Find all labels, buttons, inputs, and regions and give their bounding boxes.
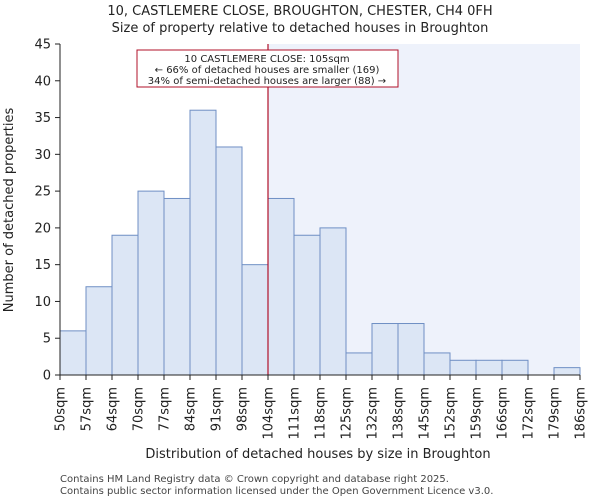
x-tick-label-145sqm: 145sqm (418, 387, 433, 440)
x-tick-label-50sqm: 50sqm (54, 387, 69, 431)
chart-title: 10, CASTLEMERE CLOSE, BROUGHTON, CHESTER… (107, 4, 492, 19)
bar-152sqm (449, 359, 477, 376)
x-tick-label-186sqm: 186sqm (574, 387, 589, 440)
x-axis-label: Distribution of detached houses by size … (145, 447, 490, 462)
bar-166sqm (501, 359, 529, 376)
x-tick-label-159sqm: 159sqm (470, 387, 485, 440)
x-tick-label-172sqm: 172sqm (522, 387, 537, 440)
annotation-line-3: 34% of semi-detached houses are larger (… (148, 76, 386, 87)
x-tick-label-125sqm: 125sqm (340, 387, 355, 440)
x-tick-label-118sqm: 118sqm (314, 387, 329, 440)
x-tick-label-57sqm: 57sqm (80, 387, 95, 431)
x-tick-label-152sqm: 152sqm (444, 387, 459, 440)
y-tick-label-20: 20 (34, 221, 51, 236)
annotation-border (136, 49, 399, 88)
bar-138sqm (397, 323, 425, 376)
bar-50sqm (59, 330, 87, 376)
bar-98sqm (241, 264, 269, 376)
y-axis-label: Number of detached properties (2, 108, 17, 313)
y-tick-label-45: 45 (34, 38, 51, 53)
bars-group (59, 109, 581, 376)
y-tick-label-15: 15 (34, 258, 51, 273)
x-tick-label-84sqm: 84sqm (184, 387, 199, 431)
bar-118sqm (319, 227, 347, 376)
bar-145sqm (423, 352, 451, 376)
x-tick-label-166sqm: 166sqm (496, 387, 511, 440)
x-tick-label-91sqm: 91sqm (210, 387, 225, 431)
bar-179sqm (553, 367, 581, 376)
bar-104sqm (267, 197, 295, 376)
bar-125sqm (345, 352, 373, 376)
x-tick-label-104sqm: 104sqm (262, 387, 277, 440)
footer-line-2: Contains public sector information licen… (60, 486, 493, 497)
x-tick-label-138sqm: 138sqm (392, 387, 407, 440)
bar-159sqm (475, 359, 503, 376)
annotation-box: 10 CASTLEMERE CLOSE: 105sqm ← 66% of det… (136, 49, 399, 88)
bar-91sqm (215, 146, 243, 376)
y-tick-label-0: 0 (43, 369, 51, 384)
y-tick-label-5: 5 (43, 332, 51, 347)
x-tick-label-64sqm: 64sqm (106, 387, 121, 431)
y-tick-label-10: 10 (34, 295, 51, 310)
annotation-line-1: 10 CASTLEMERE CLOSE: 105sqm (184, 54, 349, 65)
x-tick-label-111sqm: 111sqm (288, 387, 303, 440)
annotation-line-2: ← 66% of detached houses are smaller (16… (155, 65, 380, 76)
x-tick-label-98sqm: 98sqm (236, 387, 251, 431)
bar-132sqm (371, 323, 399, 376)
x-tick-label-77sqm: 77sqm (158, 387, 173, 431)
x-tick-label-132sqm: 132sqm (366, 387, 381, 440)
x-tick-label-179sqm: 179sqm (548, 387, 563, 440)
x-tick-label-70sqm: 70sqm (132, 387, 147, 431)
y-axis: 0 5 10 15 20 25 30 35 40 45 (34, 38, 61, 384)
bar-57sqm (85, 286, 113, 376)
y-tick-label-35: 35 (34, 111, 51, 126)
y-tick-label-30: 30 (34, 148, 51, 163)
y-tick-label-25: 25 (34, 185, 51, 200)
bar-77sqm (163, 197, 191, 376)
x-axis: 50sqm 57sqm 64sqm 70sqm 77sqm 84sqm 91sqm 98sqm… (54, 374, 589, 440)
bar-70sqm (137, 190, 165, 376)
y-tick-label-40: 40 (34, 74, 51, 89)
chart-subtitle: Size of property relative to detached ho… (112, 21, 489, 36)
bar-84sqm (189, 109, 217, 376)
bar-64sqm (111, 234, 139, 376)
bar-111sqm (293, 234, 321, 376)
footer-line-1: Contains HM Land Registry data © Crown c… (60, 474, 449, 485)
